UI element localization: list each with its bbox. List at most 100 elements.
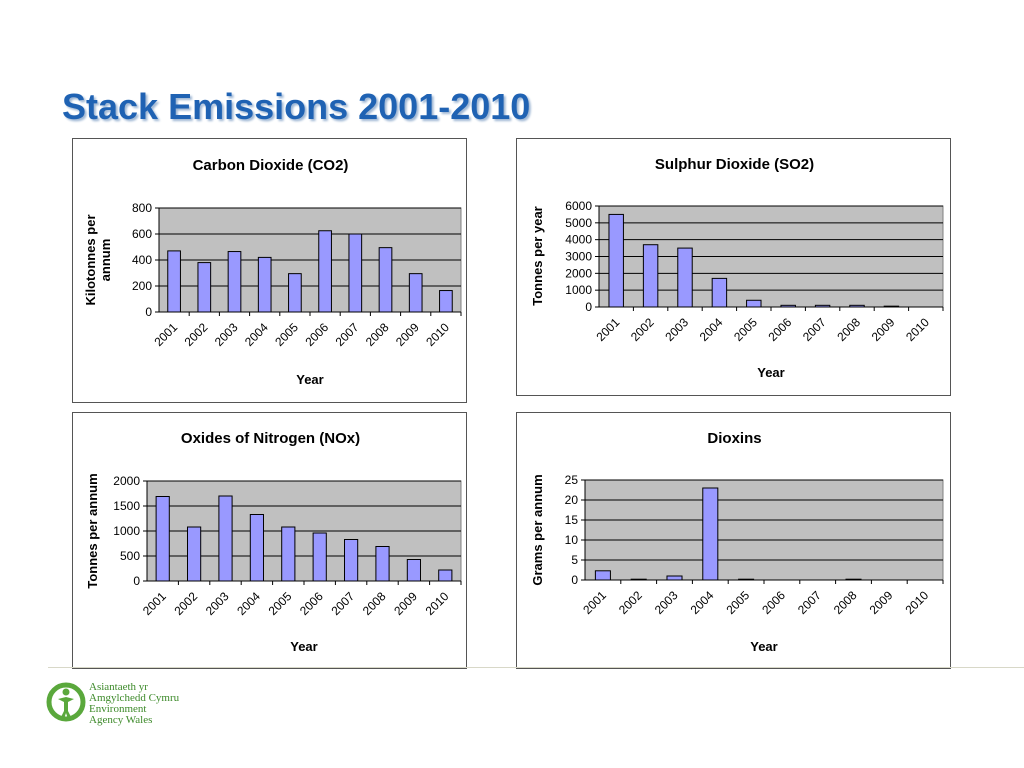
bar-2006 (312, 532, 327, 582)
bar-2004 (711, 277, 728, 308)
x-tick-label: 2003 (212, 320, 241, 349)
x-tick-label: 2001 (594, 315, 623, 344)
y-tick-label: 1500 (113, 499, 140, 513)
bar-2004 (249, 514, 264, 582)
footer-divider (48, 667, 1024, 668)
x-axis-label: Year (290, 639, 317, 654)
bar-2002 (197, 262, 212, 313)
chart-title: Oxides of Nitrogen (NOx) (181, 430, 360, 447)
x-tick-label: 2001 (151, 320, 180, 349)
x-tick-label: 2006 (759, 588, 788, 617)
bar-2009 (406, 559, 421, 582)
x-tick-label: 2010 (902, 588, 931, 617)
slide-title: Stack Emissions 2001-2010 (62, 86, 531, 127)
x-tick-label: 2004 (242, 320, 271, 349)
logo-text: Asiantaeth yr Amgylchedd Cymru Environme… (89, 682, 179, 726)
y-tick-label: 15 (565, 513, 579, 527)
y-tick-label: 200 (132, 279, 152, 293)
x-tick-label: 2003 (662, 315, 691, 344)
x-tick-label: 2007 (328, 589, 357, 618)
bar-2004 (257, 256, 272, 313)
bar-2009 (883, 305, 900, 308)
bar-2010 (439, 290, 453, 313)
x-tick-label: 2004 (688, 588, 717, 617)
y-tick-label: 5000 (565, 216, 592, 230)
tree-person-icon (46, 682, 86, 722)
x-tick-label: 2008 (831, 588, 860, 617)
x-tick-label: 2004 (234, 589, 263, 618)
x-tick-label: 2006 (302, 320, 331, 349)
x-tick-label: 2007 (333, 320, 362, 349)
x-tick-label: 2009 (391, 589, 420, 618)
x-tick-label: 2007 (800, 315, 829, 344)
chart-title: Sulphur Dioxide (SO2) (655, 156, 814, 173)
x-tick-label: 2005 (723, 588, 752, 617)
logo-line: Asiantaeth yr (89, 681, 148, 693)
y-tick-label: 5 (571, 553, 578, 567)
y-tick-label: 1000 (113, 524, 140, 538)
bar-2001 (155, 496, 170, 582)
bar-2008 (378, 247, 393, 313)
logo-line: Amgylchedd Cymru (89, 692, 180, 704)
x-tick-label: 2006 (297, 589, 326, 618)
bar-2006 (780, 304, 796, 308)
bar-2008 (849, 304, 865, 308)
y-tick-label: 1000 (565, 283, 592, 297)
bar-2005 (288, 273, 302, 313)
bar-chart: Sulphur Dioxide (SO2) 0 1000 2000 3000 4000 50… (530, 156, 944, 380)
y-axis-label: Tonnes per year (530, 206, 545, 305)
so2-chart-panel: Sulphur Dioxide (SO2) 0 1000 2000 3000 4000 50… (516, 138, 951, 396)
y-tick-label: 2000 (565, 266, 592, 280)
x-tick-label: 2008 (360, 589, 389, 618)
y-tick-label: 600 (132, 227, 152, 241)
y-axis-label: Grams per annum (530, 474, 545, 585)
x-tick-label: 2008 (363, 320, 392, 349)
logo-line: Environment (89, 703, 147, 715)
x-tick-label: 2010 (423, 320, 452, 349)
dioxins-chart-panel: Dioxins 0 5 10 15 20 25 2001 2002 2003 2004 2005 200… (516, 412, 951, 669)
bar-chart: Oxides of Nitrogen (NOx) 0 500 1000 1500 2000… (85, 430, 462, 654)
x-tick-label: 2009 (869, 315, 898, 344)
y-tick-label: 6000 (565, 199, 592, 213)
co2-chart-panel: Carbon Dioxide (CO2) 0 200 400 600 800 2001 200… (72, 138, 467, 403)
x-tick-label: 2009 (393, 320, 422, 349)
x-tick-label: 2002 (628, 315, 657, 344)
bar-2008 (845, 578, 862, 581)
bar-2005 (738, 578, 755, 581)
y-tick-label: 500 (120, 549, 140, 563)
y-tick-label: 20 (565, 493, 579, 507)
x-tick-label: 2007 (795, 588, 824, 617)
plot-area (584, 479, 944, 581)
x-axis-label: Year (750, 639, 777, 654)
y-tick-label: 800 (132, 201, 152, 215)
nox-chart-panel: Oxides of Nitrogen (NOx) 0 500 1000 1500 2000… (72, 412, 467, 669)
y-tick-label: 0 (145, 305, 152, 319)
y-tick-label: 0 (585, 300, 592, 314)
bar-2003 (677, 247, 693, 308)
x-tick-label: 2006 (766, 315, 795, 344)
y-axis-label: Kilotonnes perannum (83, 214, 113, 305)
y-tick-label: 10 (565, 533, 579, 547)
y-axis-label: Tonnes per annum (85, 473, 100, 588)
chart-title: Carbon Dioxide (CO2) (193, 157, 349, 174)
x-tick-label: 2002 (171, 589, 200, 618)
bar-2004 (702, 487, 719, 581)
x-tick-label: 2002 (616, 588, 645, 617)
x-tick-label: 2010 (423, 589, 452, 618)
x-tick-label: 2009 (867, 588, 896, 617)
logo-line: Agency Wales (89, 714, 153, 726)
x-tick-label: 2005 (731, 315, 760, 344)
bar-2006 (318, 230, 332, 313)
y-tick-label: 25 (565, 473, 579, 487)
x-tick-label: 2003 (652, 588, 681, 617)
bar-2007 (814, 304, 831, 308)
bar-2010 (438, 569, 453, 582)
y-tick-label: 0 (571, 573, 578, 587)
y-tick-label: 4000 (565, 233, 592, 247)
bar-2008 (375, 546, 390, 582)
x-axis-label: Year (757, 365, 784, 380)
y-tick-label: 3000 (565, 250, 592, 264)
bar-2002 (642, 244, 659, 308)
